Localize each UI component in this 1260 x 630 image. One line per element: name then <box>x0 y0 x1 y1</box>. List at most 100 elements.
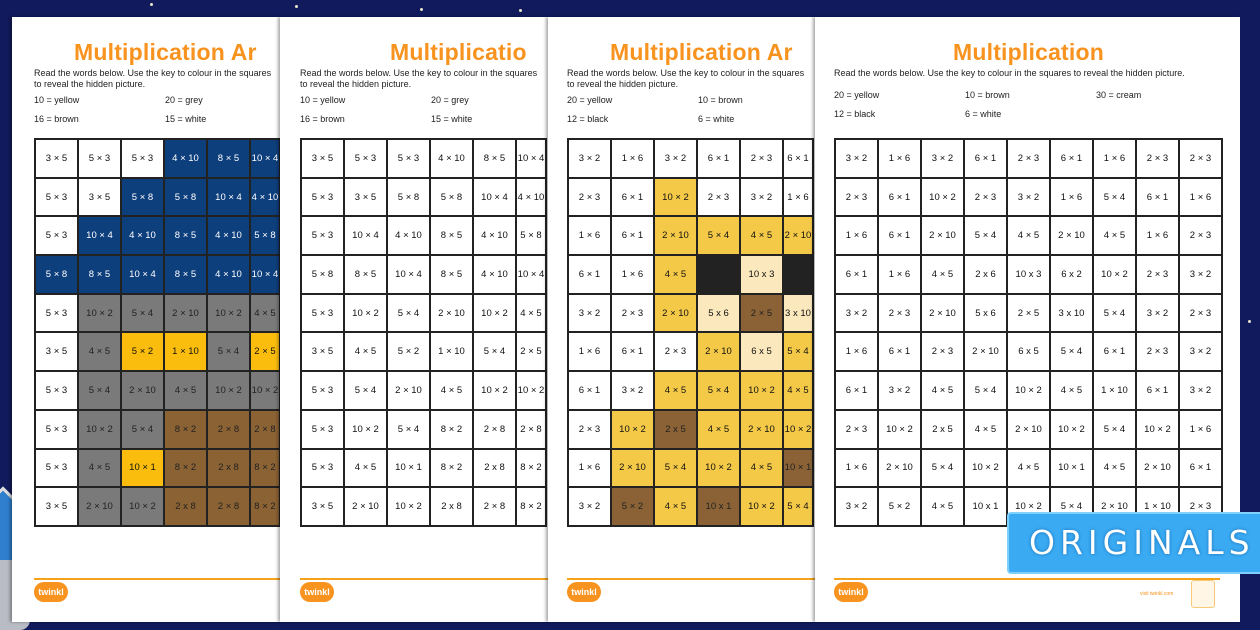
grid-cell[interactable]: 4 × 5 <box>740 448 783 488</box>
grid-cell[interactable]: 1 × 6 <box>568 448 611 488</box>
grid-cell[interactable]: 10 x 1 <box>964 487 1007 526</box>
grid-cell[interactable]: 2 × 3 <box>697 177 740 217</box>
grid-cell[interactable]: 6 × 1 <box>835 255 878 294</box>
grid-cell[interactable]: 2 × 8 <box>473 409 516 449</box>
grid-cell[interactable]: 3 × 2 <box>740 177 783 217</box>
grid-cell[interactable]: 4 × 5 <box>344 332 387 372</box>
grid-cell[interactable]: 5 × 8 <box>121 177 164 217</box>
grid-cell[interactable]: 8 × 5 <box>473 139 516 178</box>
grid-cell[interactable]: 2 × 8 <box>207 409 250 449</box>
grid-cell[interactable]: 5 × 3 <box>35 177 78 217</box>
grid-cell[interactable]: 5 × 3 <box>387 139 430 178</box>
grid-cell[interactable]: 4 × 5 <box>1093 216 1136 256</box>
grid-cell[interactable]: 5 × 4 <box>78 371 121 410</box>
grid-cell[interactable]: 6 × 1 <box>878 177 921 217</box>
grid-cell[interactable]: 2 × 5 <box>516 332 546 372</box>
grid-cell[interactable]: 5 × 4 <box>783 332 813 372</box>
grid-cell[interactable]: 5 × 3 <box>78 139 121 178</box>
grid-cell[interactable]: 8 × 2 <box>430 409 473 449</box>
grid-cell[interactable]: 5 × 2 <box>387 332 430 372</box>
grid-cell[interactable]: 3 × 2 <box>568 487 611 526</box>
grid-cell[interactable]: 10 × 2 <box>207 293 250 333</box>
grid-cell[interactable]: 3 × 2 <box>878 371 921 410</box>
grid-cell[interactable]: 4 × 10 <box>473 255 516 294</box>
grid-cell[interactable]: 2 × 3 <box>964 177 1007 217</box>
grid-cell[interactable]: 5 × 8 <box>516 216 546 256</box>
grid-cell[interactable]: 4 × 5 <box>740 216 783 256</box>
grid-cell[interactable]: 3 × 5 <box>301 139 344 178</box>
grid-cell[interactable]: 5 × 3 <box>35 293 78 333</box>
grid-cell[interactable]: 2 x 5 <box>654 409 697 449</box>
grid-cell[interactable]: 2 × 3 <box>1179 216 1222 256</box>
grid-cell[interactable]: 5 × 4 <box>1093 177 1136 217</box>
grid-cell[interactable]: 2 × 10 <box>611 448 654 488</box>
grid-cell[interactable]: 3 x 10 <box>1050 293 1093 333</box>
grid-cell[interactable]: 5 x 6 <box>964 293 1007 333</box>
grid-cell[interactable]: 4 × 5 <box>78 332 121 372</box>
grid-cell[interactable]: 10 × 2 <box>387 487 430 526</box>
grid-cell[interactable]: 4 × 10 <box>473 216 516 256</box>
grid-cell[interactable]: 10 × 1 <box>783 448 813 488</box>
grid-cell[interactable]: 2 × 5 <box>1007 293 1050 333</box>
grid-cell[interactable]: 10 × 1 <box>121 448 164 488</box>
grid-cell[interactable]: 4 × 5 <box>697 409 740 449</box>
grid-cell[interactable]: 3 × 5 <box>35 139 78 178</box>
grid-cell[interactable]: 1 × 6 <box>1136 216 1179 256</box>
grid-cell[interactable]: 2 × 5 <box>740 293 783 333</box>
grid-cell[interactable]: 5 x 6 <box>697 293 740 333</box>
grid-cell[interactable]: 10 × 1 <box>387 448 430 488</box>
grid-cell[interactable]: 10 × 2 <box>921 177 964 217</box>
grid-cell[interactable]: 2 × 8 <box>473 487 516 526</box>
grid-cell[interactable]: 1 × 6 <box>878 139 921 178</box>
grid-cell[interactable]: 6 × 1 <box>783 139 813 178</box>
grid-cell[interactable]: 5 × 4 <box>121 409 164 449</box>
grid-cell[interactable]: 2 × 10 <box>430 293 473 333</box>
grid-cell[interactable]: 2 × 10 <box>964 332 1007 372</box>
grid-cell[interactable]: 2 x 5 <box>921 409 964 449</box>
grid-cell[interactable]: 1 × 10 <box>164 332 207 372</box>
grid-cell[interactable]: 3 × 2 <box>1179 332 1222 372</box>
grid-cell[interactable]: 3 × 2 <box>835 293 878 333</box>
grid-cell[interactable]: 4 × 5 <box>430 371 473 410</box>
grid-cell[interactable]: 6 × 1 <box>1179 448 1222 488</box>
grid-cell[interactable]: 3 × 5 <box>78 177 121 217</box>
grid-cell[interactable]: 4 × 10 <box>516 177 546 217</box>
grid-cell[interactable]: 6 × 1 <box>568 371 611 410</box>
grid-cell[interactable]: 4 × 5 <box>783 371 813 410</box>
grid-cell[interactable]: 3 × 2 <box>1179 371 1222 410</box>
grid-cell[interactable]: 2 x 6 <box>697 255 740 294</box>
grid-cell[interactable]: 3 × 2 <box>835 139 878 178</box>
grid-cell[interactable]: 5 × 4 <box>654 448 697 488</box>
grid-cell[interactable]: 6 × 1 <box>964 139 1007 178</box>
grid-cell[interactable]: 10 × 2 <box>1050 409 1093 449</box>
grid-cell[interactable]: 2 × 8 <box>250 409 280 449</box>
grid-cell[interactable]: 2 × 3 <box>835 409 878 449</box>
grid-cell[interactable]: 1 × 10 <box>1093 371 1136 410</box>
grid-cell[interactable]: 5 × 4 <box>387 409 430 449</box>
grid-cell[interactable]: 10 × 4 <box>516 139 546 178</box>
grid-cell[interactable]: 6 x 5 <box>1007 332 1050 372</box>
grid-cell[interactable]: 2 x 8 <box>430 487 473 526</box>
grid-cell[interactable]: 2 × 10 <box>878 448 921 488</box>
grid-cell[interactable]: 3 × 5 <box>344 177 387 217</box>
grid-cell[interactable]: 6 × 1 <box>1136 177 1179 217</box>
grid-cell[interactable]: 2 × 3 <box>654 332 697 372</box>
grid-cell[interactable]: 4 × 10 <box>250 177 280 217</box>
grid-cell[interactable]: 3 × 5 <box>301 487 344 526</box>
grid-cell[interactable]: 10 × 2 <box>654 177 697 217</box>
grid-cell[interactable]: 4 × 10 <box>387 216 430 256</box>
grid-cell[interactable]: 5 × 4 <box>964 371 1007 410</box>
grid-cell[interactable]: 3 × 2 <box>1136 293 1179 333</box>
grid-cell[interactable]: 2 × 3 <box>835 177 878 217</box>
grid-cell[interactable]: 6 × 1 <box>1093 332 1136 372</box>
grid-cell[interactable]: 2 × 3 <box>740 139 783 178</box>
grid-cell[interactable]: 5 × 2 <box>611 487 654 526</box>
grid-cell[interactable]: 4 × 10 <box>121 216 164 256</box>
grid-cell[interactable]: 2 × 3 <box>1179 293 1222 333</box>
grid-cell[interactable]: 10 × 4 <box>250 139 280 178</box>
grid-cell[interactable]: 5 × 8 <box>35 255 78 294</box>
grid-cell[interactable]: 3 × 5 <box>35 487 78 526</box>
grid-cell[interactable]: 10 × 2 <box>207 371 250 410</box>
grid-cell[interactable]: 4 × 5 <box>1007 448 1050 488</box>
grid-cell[interactable]: 10 × 2 <box>740 371 783 410</box>
